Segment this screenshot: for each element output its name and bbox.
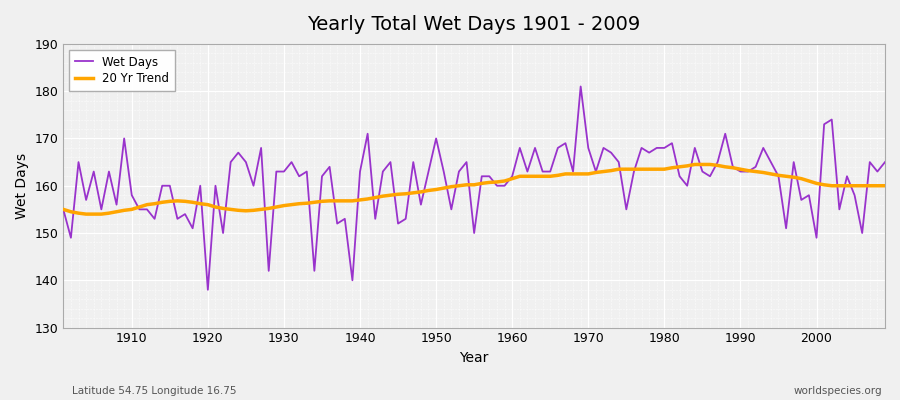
Wet Days xyxy=(515,146,526,150)
Wet Days xyxy=(879,160,890,164)
20 Yr Trend xyxy=(81,212,92,216)
Text: Latitude 54.75 Longitude 16.75: Latitude 54.75 Longitude 16.75 xyxy=(72,386,237,396)
20 Yr Trend xyxy=(293,201,304,206)
Legend: Wet Days, 20 Yr Trend: Wet Days, 20 Yr Trend xyxy=(69,50,176,91)
20 Yr Trend xyxy=(507,176,517,181)
Wet Days xyxy=(202,287,213,292)
20 Yr Trend xyxy=(515,174,526,179)
Y-axis label: Wet Days: Wet Days xyxy=(15,153,29,219)
20 Yr Trend xyxy=(879,183,890,188)
Wet Days xyxy=(339,216,350,221)
Wet Days xyxy=(119,136,130,141)
Wet Days xyxy=(613,160,624,164)
Wet Days xyxy=(507,174,517,179)
X-axis label: Year: Year xyxy=(460,351,489,365)
Line: Wet Days: Wet Days xyxy=(63,86,885,290)
Line: 20 Yr Trend: 20 Yr Trend xyxy=(63,164,885,214)
Text: worldspecies.org: worldspecies.org xyxy=(794,386,882,396)
20 Yr Trend xyxy=(58,207,68,212)
20 Yr Trend xyxy=(689,162,700,167)
Wet Days xyxy=(58,207,68,212)
20 Yr Trend xyxy=(339,198,350,203)
Title: Yearly Total Wet Days 1901 - 2009: Yearly Total Wet Days 1901 - 2009 xyxy=(308,15,641,34)
20 Yr Trend xyxy=(126,207,137,212)
20 Yr Trend xyxy=(606,168,616,173)
Wet Days xyxy=(293,174,304,179)
Wet Days xyxy=(575,84,586,89)
